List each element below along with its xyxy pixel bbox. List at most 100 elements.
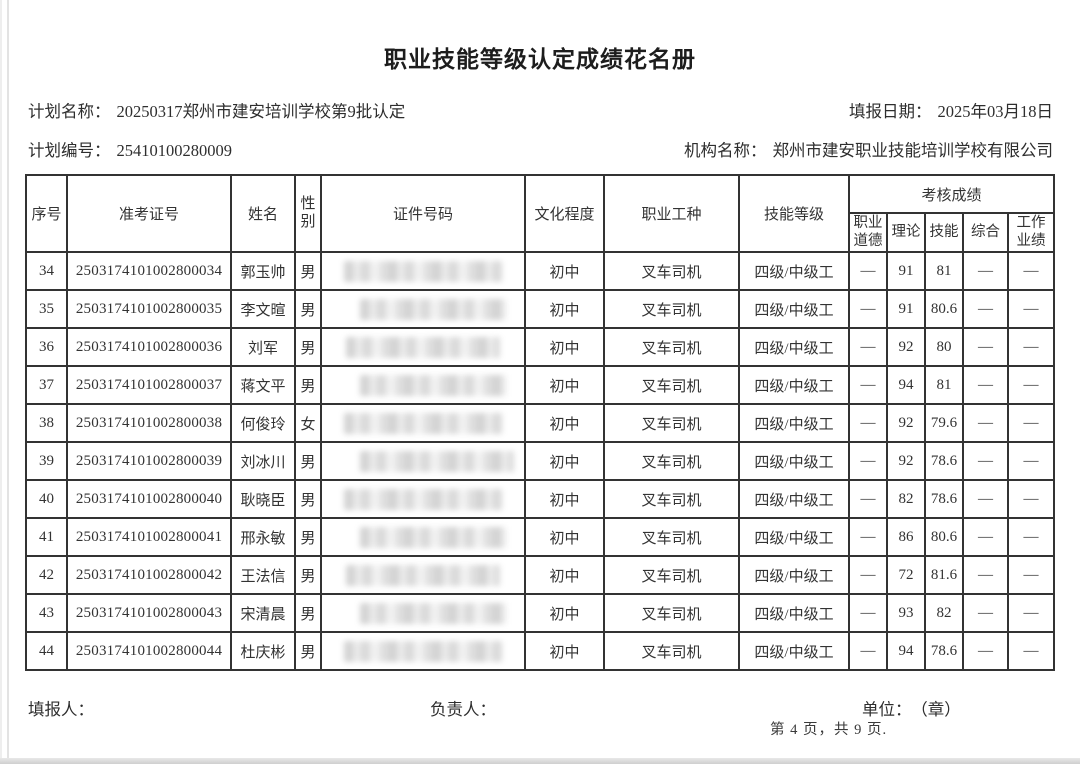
table-row: 40 2503174101002800040 耿晓臣 男 初中 叉车司机 四级/… xyxy=(25,479,1055,519)
table-row: 39 2503174101002800039 刘冰川 男 初中 叉车司机 四级/… xyxy=(25,441,1055,481)
cell-education: 初中 xyxy=(524,479,605,519)
redacted-id-block xyxy=(359,298,507,320)
cell-skill-score: 78.6 xyxy=(924,479,964,519)
cell-occupation: 叉车司机 xyxy=(603,631,740,671)
cell-theory-score: 92 xyxy=(886,403,926,443)
meta-row-1: 计划名称： 20250317郑州市建安培训学校第9批认定 填报日期： 2025年03… xyxy=(28,98,1053,122)
cell-education: 初中 xyxy=(524,289,605,329)
header-ticket: 准考证号 xyxy=(66,174,232,253)
cell-level: 四级/中级工 xyxy=(738,441,850,481)
cell-work-score: — xyxy=(1007,327,1055,367)
cell-name: 蒋文平 xyxy=(230,365,296,405)
cell-skill-score: 80 xyxy=(924,327,964,367)
cell-skill-score: 81.6 xyxy=(924,555,964,595)
cell-name: 王法信 xyxy=(230,555,296,595)
cell-cert-no xyxy=(320,327,526,367)
org-name-label: 机构名称： xyxy=(684,141,767,160)
fill-date-value: 2025年03月18日 xyxy=(937,102,1054,121)
table-row: 44 2503174101002800044 杜庆彬 男 初中 叉车司机 四级/… xyxy=(25,631,1055,671)
cell-theory-score: 82 xyxy=(886,479,926,519)
cell-cert-no xyxy=(320,555,526,595)
cell-theory-score: 72 xyxy=(886,555,926,595)
cell-gender: 男 xyxy=(294,289,322,329)
header-theory: 理论 xyxy=(886,212,926,253)
header-cert: 证件号码 xyxy=(320,174,526,253)
cell-ethics-score: — xyxy=(848,441,888,481)
cell-theory-score: 94 xyxy=(886,365,926,405)
plan-no-value: 25410100280009 xyxy=(116,141,233,160)
cell-seq-no: 44 xyxy=(25,631,68,671)
cell-comprehensive-score: — xyxy=(962,403,1009,443)
plan-name-value: 20250317郑州市建安培训学校第9批认定 xyxy=(116,102,406,121)
table-row: 41 2503174101002800041 邢永敏 男 初中 叉车司机 四级/… xyxy=(25,517,1055,557)
cell-comprehensive-score: — xyxy=(962,593,1009,633)
cell-level: 四级/中级工 xyxy=(738,517,850,557)
header-skill: 技能 xyxy=(924,212,964,253)
cell-cert-no xyxy=(320,631,526,671)
cell-theory-score: 92 xyxy=(886,441,926,481)
cell-occupation: 叉车司机 xyxy=(603,327,740,367)
cell-work-score: — xyxy=(1007,555,1055,595)
cell-work-score: — xyxy=(1007,593,1055,633)
cell-ticket-no: 2503174101002800043 xyxy=(66,593,232,633)
org-name: 机构名称： 郑州市建安职业技能培训学校有限公司 xyxy=(684,137,1053,161)
header-education: 文化程度 xyxy=(524,174,605,253)
cell-level: 四级/中级工 xyxy=(738,403,850,443)
cell-gender: 男 xyxy=(294,479,322,519)
cell-theory-score: 86 xyxy=(886,517,926,557)
cell-occupation: 叉车司机 xyxy=(603,517,740,557)
page-bottom-edge xyxy=(0,758,1080,764)
cell-work-score: — xyxy=(1007,441,1055,481)
redacted-id-block xyxy=(359,450,515,472)
cell-skill-score: 78.6 xyxy=(924,631,964,671)
cell-level: 四级/中级工 xyxy=(738,289,850,329)
cell-comprehensive-score: — xyxy=(962,555,1009,595)
cell-work-score: — xyxy=(1007,365,1055,405)
unit-label: 单位： xyxy=(862,700,912,719)
cell-education: 初中 xyxy=(524,517,605,557)
cell-cert-no xyxy=(320,517,526,557)
cell-level: 四级/中级工 xyxy=(738,327,850,367)
plan-no-label: 计划编号： xyxy=(28,141,111,160)
cell-occupation: 叉车司机 xyxy=(603,403,740,443)
fill-date: 填报日期： 2025年03月18日 xyxy=(849,98,1053,122)
header-work: 工作业绩 xyxy=(1007,212,1055,253)
cell-ethics-score: — xyxy=(848,517,888,557)
redacted-id-block xyxy=(343,640,503,662)
cell-comprehensive-score: — xyxy=(962,251,1009,291)
cell-comprehensive-score: — xyxy=(962,479,1009,519)
cell-ticket-no: 2503174101002800037 xyxy=(66,365,232,405)
cell-gender: 男 xyxy=(294,251,322,291)
cell-name: 宋清晨 xyxy=(230,593,296,633)
results-table: 序号 准考证号 姓名 性别 证件号码 文化程度 职业工种 技能等级 考核成绩 职… xyxy=(25,174,1055,671)
cell-skill-score: 81 xyxy=(924,365,964,405)
page-left-edge-outer xyxy=(0,0,2,764)
responsible-label: 负责人： xyxy=(430,700,496,719)
cell-comprehensive-score: — xyxy=(962,327,1009,367)
cell-seq-no: 41 xyxy=(25,517,68,557)
cell-ticket-no: 2503174101002800035 xyxy=(66,289,232,329)
cell-ticket-no: 2503174101002800042 xyxy=(66,555,232,595)
cell-ethics-score: — xyxy=(848,403,888,443)
cell-work-score: — xyxy=(1007,251,1055,291)
cell-occupation: 叉车司机 xyxy=(603,365,740,405)
cell-name: 杜庆彬 xyxy=(230,631,296,671)
cell-gender: 男 xyxy=(294,631,322,671)
cell-ethics-score: — xyxy=(848,593,888,633)
cell-name: 刘冰川 xyxy=(230,441,296,481)
table-row: 36 2503174101002800036 刘军 男 初中 叉车司机 四级/中… xyxy=(25,327,1055,367)
cell-comprehensive-score: — xyxy=(962,289,1009,329)
cell-education: 初中 xyxy=(524,555,605,595)
cell-name: 李文暄 xyxy=(230,289,296,329)
cell-work-score: — xyxy=(1007,517,1055,557)
table-header: 序号 准考证号 姓名 性别 证件号码 文化程度 职业工种 技能等级 考核成绩 职… xyxy=(25,174,1055,253)
cell-ticket-no: 2503174101002800036 xyxy=(66,327,232,367)
cell-skill-score: 80.6 xyxy=(924,517,964,557)
plan-name-label: 计划名称： xyxy=(28,102,111,121)
cell-seq-no: 38 xyxy=(25,403,68,443)
cell-education: 初中 xyxy=(524,593,605,633)
cell-work-score: — xyxy=(1007,403,1055,443)
cell-gender: 男 xyxy=(294,441,322,481)
cell-level: 四级/中级工 xyxy=(738,593,850,633)
cell-ethics-score: — xyxy=(848,251,888,291)
